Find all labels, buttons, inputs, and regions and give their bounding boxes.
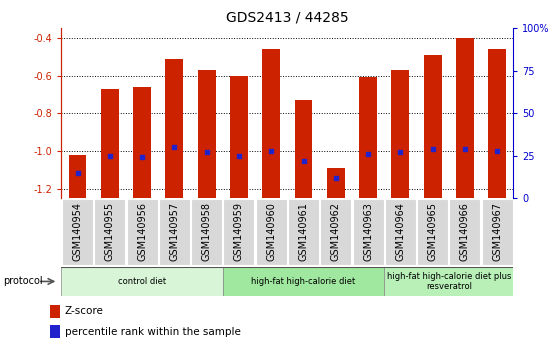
Point <box>331 175 340 181</box>
Bar <box>456 38 474 198</box>
FancyBboxPatch shape <box>288 199 319 265</box>
Text: GSM140957: GSM140957 <box>170 202 179 262</box>
FancyBboxPatch shape <box>353 199 383 265</box>
Text: GSM140962: GSM140962 <box>331 202 341 261</box>
FancyBboxPatch shape <box>62 199 93 265</box>
FancyBboxPatch shape <box>159 199 190 265</box>
Text: protocol: protocol <box>3 276 42 286</box>
Point <box>234 153 243 159</box>
Point <box>138 155 147 160</box>
Text: GSM140966: GSM140966 <box>460 202 470 261</box>
Text: high-fat high-calorie diet plus
resveratrol: high-fat high-calorie diet plus resverat… <box>387 272 511 291</box>
Text: control diet: control diet <box>118 277 166 286</box>
FancyBboxPatch shape <box>127 199 157 265</box>
Text: GDS2413 / 44285: GDS2413 / 44285 <box>226 11 349 25</box>
Point <box>267 148 276 154</box>
Bar <box>50 325 60 338</box>
Text: GSM140963: GSM140963 <box>363 202 373 261</box>
FancyBboxPatch shape <box>223 267 384 296</box>
Text: Z-score: Z-score <box>65 306 104 316</box>
Bar <box>133 87 151 198</box>
FancyBboxPatch shape <box>61 267 223 296</box>
Text: GSM140967: GSM140967 <box>492 202 502 261</box>
FancyBboxPatch shape <box>417 199 448 265</box>
Point <box>170 144 179 150</box>
Point <box>493 148 502 154</box>
Text: GSM140959: GSM140959 <box>234 202 244 261</box>
FancyBboxPatch shape <box>256 199 287 265</box>
Bar <box>424 55 441 198</box>
Bar <box>101 89 119 198</box>
Bar <box>392 70 409 198</box>
Bar <box>50 305 60 318</box>
FancyBboxPatch shape <box>384 267 513 296</box>
Text: GSM140955: GSM140955 <box>105 202 115 262</box>
Text: percentile rank within the sample: percentile rank within the sample <box>65 327 240 337</box>
Text: high-fat high-calorie diet: high-fat high-calorie diet <box>252 277 355 286</box>
Bar <box>295 100 312 198</box>
FancyBboxPatch shape <box>94 199 126 265</box>
Text: GSM140964: GSM140964 <box>396 202 405 261</box>
Text: GSM140958: GSM140958 <box>201 202 211 261</box>
Bar <box>166 58 183 198</box>
Text: GSM140961: GSM140961 <box>299 202 309 261</box>
Bar <box>327 168 345 198</box>
FancyBboxPatch shape <box>223 199 254 265</box>
Point <box>428 146 437 152</box>
FancyBboxPatch shape <box>320 199 352 265</box>
Bar <box>359 78 377 198</box>
Point <box>105 153 114 159</box>
FancyBboxPatch shape <box>449 199 480 265</box>
Point <box>364 151 373 157</box>
Bar <box>230 75 248 198</box>
Point <box>396 149 405 155</box>
Text: GSM140960: GSM140960 <box>266 202 276 261</box>
Bar <box>69 155 86 198</box>
Point <box>460 146 469 152</box>
Point <box>202 149 211 155</box>
Text: GSM140954: GSM140954 <box>73 202 83 261</box>
Bar <box>262 49 280 198</box>
FancyBboxPatch shape <box>482 199 513 265</box>
Bar <box>488 49 506 198</box>
Point <box>73 170 82 176</box>
FancyBboxPatch shape <box>385 199 416 265</box>
Bar <box>198 70 215 198</box>
Text: GSM140965: GSM140965 <box>427 202 437 261</box>
Point <box>299 158 308 164</box>
Text: GSM140956: GSM140956 <box>137 202 147 261</box>
FancyBboxPatch shape <box>191 199 222 265</box>
